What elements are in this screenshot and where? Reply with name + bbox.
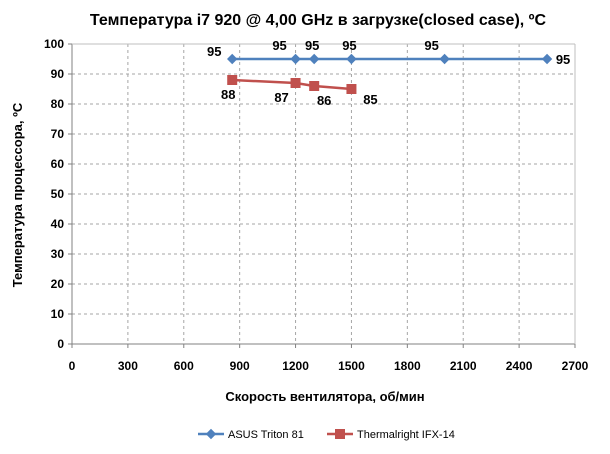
data-point-square [346, 84, 357, 94]
y-tick-label: 20 [51, 277, 65, 291]
y-tick-label: 30 [51, 247, 65, 261]
data-point-diamond [308, 53, 320, 65]
y-tick-label: 80 [51, 97, 65, 111]
data-point-square [290, 78, 301, 88]
legend-label: Thermalright IFX-14 [357, 429, 455, 441]
y-tick-label: 70 [51, 127, 65, 141]
data-point-diamond [346, 53, 357, 65]
series-2: 88 87 86 85 [221, 75, 378, 108]
x-tick-label: 2100 [450, 359, 477, 373]
data-point-diamond [290, 53, 301, 65]
data-label: 85 [363, 92, 377, 107]
data-label: 95 [342, 38, 356, 53]
legend-square-marker [335, 429, 345, 439]
data-label: 95 [207, 44, 221, 59]
y-tick-label: 100 [44, 37, 64, 51]
data-label: 86 [317, 93, 331, 108]
data-label: 95 [424, 38, 438, 53]
x-tick-label: 1200 [282, 359, 309, 373]
data-label: 95 [556, 52, 570, 67]
y-axis-title: Температура процессора, ºC [10, 102, 25, 287]
x-tick-label: 300 [118, 359, 138, 373]
x-tick-label: 0 [69, 359, 76, 373]
y-tick-label: 50 [51, 187, 65, 201]
y-tick-label: 10 [51, 307, 65, 321]
legend-label: ASUS Triton 81 [228, 429, 304, 441]
x-tick-label: 1500 [338, 359, 365, 373]
series-1: 95 95 95 95 95 95 [207, 38, 570, 67]
y-tick-label: 0 [57, 337, 64, 351]
legend: ASUS Triton 81 Thermalright IFX-14 [198, 428, 455, 441]
y-tick-label: 60 [51, 157, 65, 171]
legend-diamond-marker [205, 428, 217, 440]
x-tick-label: 900 [230, 359, 250, 373]
y-tick-label: 90 [51, 67, 65, 81]
data-point-diamond [439, 53, 450, 65]
data-label: 88 [221, 87, 235, 102]
x-axis-title: Скорость вентилятора, об/мин [225, 389, 424, 404]
data-label: 87 [274, 90, 288, 105]
x-tick-label: 2400 [506, 359, 533, 373]
data-point-square [227, 75, 238, 85]
y-tick-label: 40 [51, 217, 65, 231]
x-tick-label: 600 [174, 359, 194, 373]
data-point-diamond [541, 53, 553, 65]
chart-title: Температура i7 920 @ 4,00 GHz в загрузке… [90, 12, 547, 29]
x-tick-label: 2700 [562, 359, 589, 373]
legend-item-2: Thermalright IFX-14 [327, 429, 455, 441]
data-label: 95 [305, 38, 319, 53]
legend-item-1: ASUS Triton 81 [198, 428, 304, 441]
x-tick-label: 1800 [394, 359, 421, 373]
data-point-diamond [227, 53, 238, 65]
data-label: 95 [272, 38, 286, 53]
series-line [232, 78, 352, 91]
plot-area: 0 10 20 30 40 50 60 70 80 90 100 0 300 600 900 1200 1500… [44, 37, 589, 373]
data-point-square [309, 81, 320, 91]
